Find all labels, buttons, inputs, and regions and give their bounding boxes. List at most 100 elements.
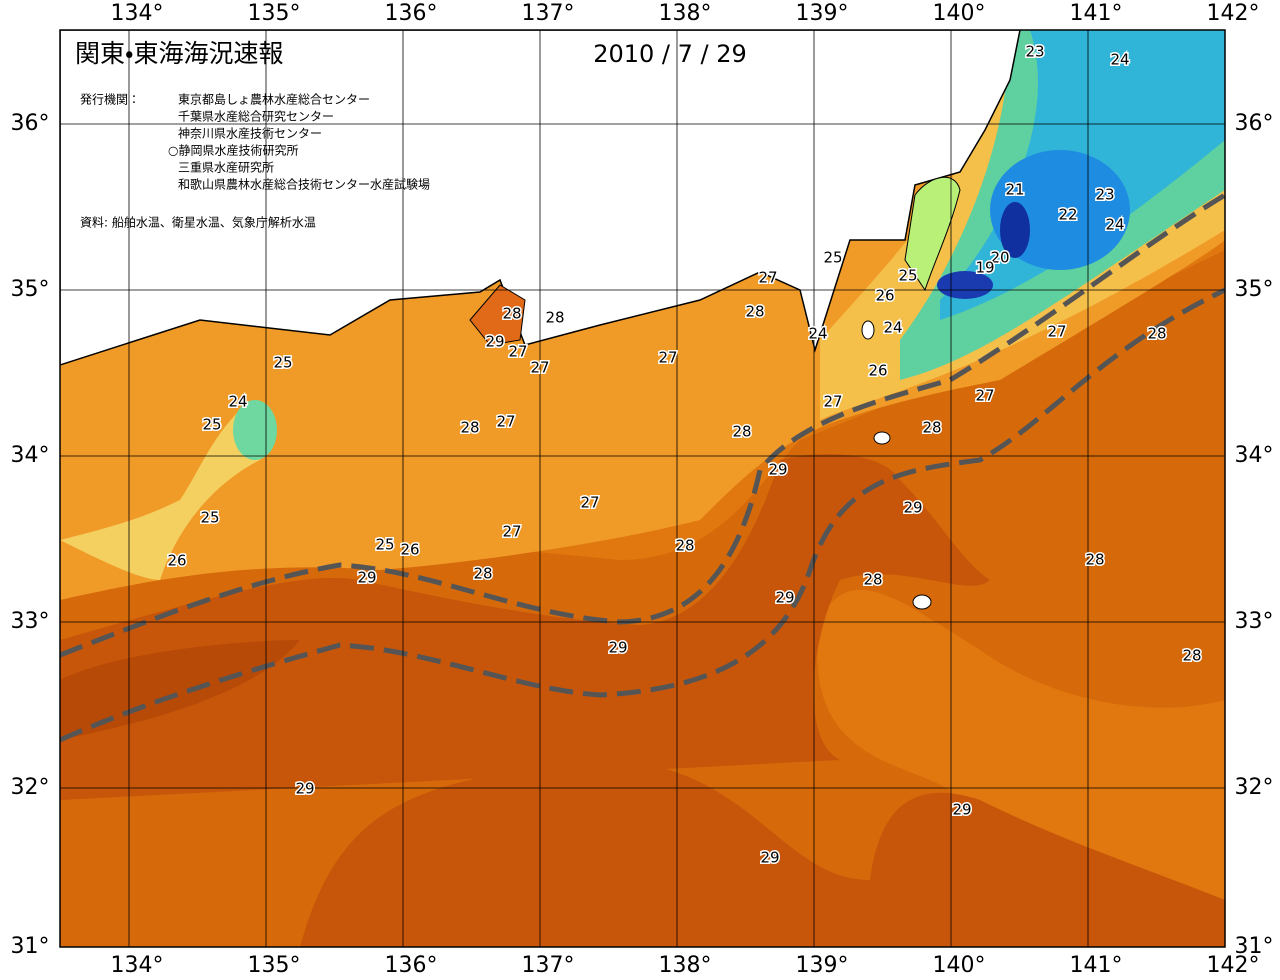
lon-label: 135°: [248, 1, 301, 26]
isotherm-label: 25: [898, 267, 917, 285]
lon-label: 142°: [1207, 1, 1260, 26]
isotherm-label: 29: [760, 849, 779, 867]
isotherm-label: 24: [1110, 51, 1129, 69]
isotherm-label: 28: [745, 303, 764, 321]
isotherm-label: 28: [1147, 325, 1166, 343]
isotherm-label: 24: [808, 325, 827, 343]
isotherm-label: 27: [496, 413, 515, 431]
issuer: 千葉県水産総合研究センター: [178, 109, 334, 124]
lat-label: 31°: [1235, 934, 1274, 959]
isotherm-label: 27: [975, 387, 994, 405]
lon-label: 134°: [111, 1, 164, 26]
lat-label: 36°: [1235, 111, 1274, 136]
isotherm-label: 23: [1025, 43, 1044, 61]
isotherm-label: 26: [167, 552, 186, 570]
lon-label: 140°: [933, 953, 986, 978]
lat-label: 34°: [11, 443, 50, 468]
lon-label: 138°: [659, 1, 712, 26]
isotherm-label: 29: [295, 780, 314, 798]
issuer: 三重県水産研究所: [178, 161, 274, 175]
isotherm-label: 25: [273, 354, 292, 372]
isotherm-label: 25: [200, 509, 219, 527]
isotherm-label: 29: [485, 333, 504, 351]
lon-label: 136°: [385, 1, 438, 26]
data-source: 資料: 船舶水温、衛星水温、気象庁解析水温: [80, 215, 316, 230]
isotherm-label: 28: [460, 419, 479, 437]
isotherm-label: 24: [1105, 216, 1124, 234]
warmer-zone: [60, 454, 990, 800]
isotherm-label: 22: [1058, 206, 1077, 224]
lon-label: 139°: [796, 1, 849, 26]
isotherm-label: 26: [400, 541, 419, 559]
warmest-zone: [60, 640, 300, 740]
lon-label: 138°: [659, 953, 712, 978]
island: [873, 431, 891, 445]
map-date: 2010 / 7 / 29: [593, 40, 747, 68]
lon-label: 137°: [522, 1, 575, 26]
isotherm-label: 26: [875, 287, 894, 305]
graticule: [60, 30, 1225, 947]
lat-label: 35°: [11, 277, 50, 302]
isotherm-label: 28: [1085, 551, 1104, 569]
isotherm-label: 28: [473, 565, 492, 583]
warmer-zone: [300, 760, 1225, 947]
isotherm-label: 25: [202, 416, 221, 434]
isotherm-label: 27: [758, 269, 777, 287]
issuers-label: 発行機関：: [80, 93, 140, 107]
isotherm-label: 27: [530, 359, 549, 377]
cold-core: [1000, 202, 1030, 258]
issuer: ○静岡県水産技術研究所: [168, 143, 298, 158]
isotherm-label: 19: [975, 259, 994, 277]
bay-water: [469, 284, 526, 346]
isotherm-label: 28: [863, 571, 882, 589]
lon-label: 141°: [1070, 953, 1123, 978]
island: [912, 594, 932, 610]
isotherm-label: 24: [883, 319, 902, 337]
isotherm-label: 28: [675, 537, 694, 555]
map-title: 関東・東海海況速報: [75, 39, 284, 68]
issuer: 和歌山県農林水産総合技術センター水産試験場: [178, 177, 430, 192]
lon-label: 140°: [933, 1, 986, 26]
isotherm-label: 26: [868, 362, 887, 380]
isotherm-label: 28: [502, 305, 521, 323]
isotherm-label: 29: [608, 639, 627, 657]
isotherm-label: 28: [545, 309, 564, 327]
lon-label: 137°: [522, 953, 575, 978]
kuroshio-axis: [60, 192, 1225, 658]
lat-label: 32°: [1235, 775, 1274, 800]
lat-label: 31°: [11, 934, 50, 959]
issuer: 神奈川県水産技術センター: [178, 126, 322, 141]
peninsula: [904, 176, 961, 292]
lon-label: 139°: [796, 953, 849, 978]
isotherm-label: 27: [658, 349, 677, 367]
axis-labels: 134° 134° 135° 135° 136° 136° 137° 137° 138° 138°…: [11, 1, 1274, 978]
isotherm-label: 23: [1095, 186, 1114, 204]
lat-label: 35°: [1235, 277, 1274, 302]
isotherm-label: 27: [580, 494, 599, 512]
isotherm-label: 29: [903, 499, 922, 517]
coastal-cool: [60, 408, 271, 580]
isotherm-label: 27: [502, 523, 521, 541]
lon-label: 142°: [1207, 953, 1260, 978]
lon-label: 134°: [111, 953, 164, 978]
issuer-list: 東京都島しょ農林水産総合センター千葉県水産総合研究センター神奈川県水産技術センタ…: [168, 92, 430, 192]
isotherm-label: 29: [357, 569, 376, 587]
isotherm-label: 21: [1005, 181, 1024, 199]
isotherm-label: 29: [768, 461, 787, 479]
isotherm-label: 27: [823, 393, 842, 411]
isotherm-label: 28: [1182, 647, 1201, 665]
lat-label: 33°: [11, 609, 50, 634]
lat-label: 33°: [1235, 609, 1274, 634]
isotherm-label: 27: [508, 343, 527, 361]
isotherm-label: 25: [375, 536, 394, 554]
issuer: 東京都島しょ農林水産総合センター: [178, 92, 370, 107]
isotherm-label: 29: [775, 589, 794, 607]
lat-label: 36°: [11, 111, 50, 136]
isotherm-label: 25: [823, 249, 842, 267]
lat-label: 34°: [1235, 443, 1274, 468]
lon-label: 141°: [1070, 1, 1123, 26]
island: [861, 320, 875, 340]
lon-label: 135°: [248, 953, 301, 978]
